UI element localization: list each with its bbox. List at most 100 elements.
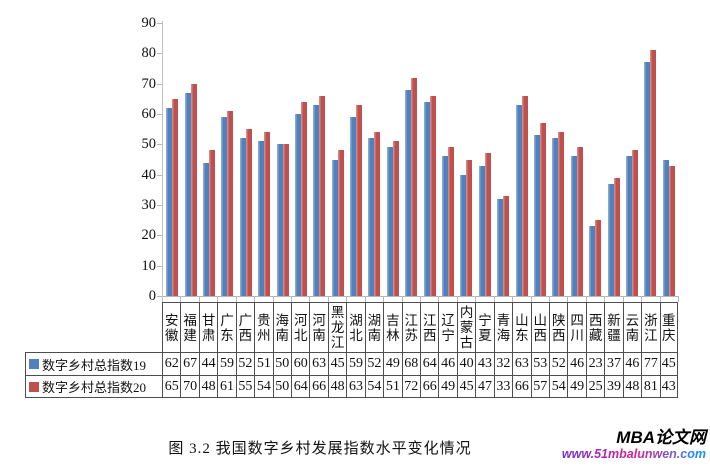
bar-series2-浙江	[650, 50, 657, 296]
category-slot-湖北	[347, 23, 365, 296]
y-axis-label-80: 80	[141, 45, 157, 62]
data-table: 安徽福建甘肃广东广西贵州海南河北河南黑龙江湖北湖南吉林江苏江西辽宁内蒙古宁夏青海…	[25, 302, 678, 398]
value-cell-series1-湖南: 52	[364, 352, 384, 375]
province-header-新疆: 新疆	[604, 302, 623, 352]
watermark: MBA论文网 www.51mbalunwen.com	[562, 428, 706, 462]
value-cell-series1-云南: 46	[622, 352, 642, 375]
province-header-浙江: 浙江	[641, 302, 660, 352]
value-cell-series1-海南: 50	[272, 352, 291, 375]
bar-series2-广西	[245, 129, 252, 296]
province-header-湖南: 湖南	[364, 302, 384, 352]
x-axis-tick	[678, 297, 679, 302]
value-cell-series1-广西: 52	[235, 352, 255, 375]
bar-series2-宁夏	[484, 153, 491, 296]
bar-series2-云南	[631, 150, 638, 296]
value-cell-series2-辽宁: 49	[438, 375, 457, 398]
category-slot-重庆	[660, 23, 678, 296]
plot-area	[163, 23, 678, 296]
value-cell-series1-内蒙古: 40	[456, 352, 476, 375]
bar-series1-云南	[625, 156, 632, 296]
value-cell-series1-宁夏: 43	[475, 352, 494, 375]
bar-series1-西藏	[589, 226, 596, 296]
x-axis-tick	[641, 297, 643, 302]
bar-series1-重庆	[662, 159, 669, 296]
bar-series1-山东	[515, 104, 522, 296]
value-cell-series2-西藏: 25	[585, 375, 605, 398]
y-axis-tick	[157, 174, 162, 176]
bar-series1-广西	[239, 138, 246, 296]
value-cell-series2-浙江: 81	[641, 375, 660, 398]
value-cell-series1-甘肃: 44	[198, 352, 218, 375]
province-header-广西: 广西	[235, 302, 255, 352]
province-header-宁夏: 宁夏	[475, 302, 494, 352]
y-axis-label-70: 70	[141, 75, 157, 92]
x-axis-tick	[659, 297, 661, 302]
category-slot-云南	[623, 23, 641, 296]
value-cell-series2-贵州: 54	[254, 375, 273, 398]
bar-series1-甘肃	[202, 162, 209, 296]
watermark-url-link[interactable]: www.51mbalunwen.com	[561, 447, 706, 461]
y-axis-line	[162, 21, 163, 302]
x-axis-tick	[512, 297, 514, 302]
value-cell-series1-江苏: 68	[401, 352, 420, 375]
value-cell-series2-安徽: 65	[162, 375, 181, 398]
value-cell-series2-云南: 48	[622, 375, 642, 398]
x-axis-line	[162, 296, 679, 297]
bar-series2-湖北	[356, 104, 363, 296]
category-slot-广东	[218, 23, 236, 296]
x-axis-tick	[438, 297, 440, 302]
y-axis-label-0: 0	[148, 288, 156, 304]
x-axis-tick	[198, 297, 200, 302]
bar-series2-吉林	[392, 141, 399, 296]
province-header-江苏: 江苏	[401, 302, 420, 352]
y-axis-tick	[157, 53, 162, 55]
province-header-甘肃: 甘肃	[198, 302, 218, 352]
bar-series1-贵州	[258, 141, 265, 296]
value-cell-series2-陕西: 54	[549, 375, 568, 398]
figure-caption: 图 3.2 我国数字乡村发展指数水平变化情况	[168, 441, 472, 457]
y-axis-tick	[157, 205, 162, 206]
bar-series1-青海	[497, 198, 504, 296]
value-cell-series2-新疆: 39	[604, 375, 623, 398]
province-header-四川: 四川	[567, 302, 586, 352]
value-cell-series1-贵州: 51	[254, 352, 273, 375]
province-header-广东: 广东	[217, 302, 236, 352]
value-cell-series1-重庆: 45	[659, 352, 678, 375]
bar-series1-安徽	[166, 107, 173, 296]
x-axis-tick	[235, 297, 237, 302]
value-cell-series1-湖北: 59	[346, 352, 365, 375]
bar-series2-贵州	[264, 132, 271, 296]
bar-series2-安徽	[172, 98, 179, 296]
category-slot-甘肃	[200, 23, 218, 296]
category-slot-广西	[237, 23, 255, 296]
province-header-西藏: 西藏	[585, 302, 605, 352]
value-cell-series1-河南: 63	[309, 352, 328, 375]
province-header-黑龙江: 黑龙江	[327, 302, 347, 352]
category-slot-山东	[512, 23, 530, 296]
bar-series2-西藏	[595, 220, 602, 296]
bar-series2-河北	[300, 101, 307, 296]
province-header-青海: 青海	[493, 302, 513, 352]
value-cell-series1-吉林: 49	[383, 352, 402, 375]
legend-item-series2: 数字乡村总指数20	[25, 375, 162, 398]
x-axis-tick	[272, 297, 274, 302]
value-cell-series2-江西: 66	[420, 375, 439, 398]
x-axis-tick	[217, 297, 219, 302]
value-cell-series2-重庆: 43	[659, 375, 678, 398]
category-slot-江西	[420, 23, 438, 296]
bar-series2-四川	[576, 147, 583, 296]
value-cell-series2-福建: 70	[180, 375, 199, 398]
bar-series1-宁夏	[478, 165, 485, 296]
category-slot-吉林	[384, 23, 402, 296]
bar-series1-辽宁	[442, 156, 449, 296]
value-cell-series2-青海: 33	[493, 375, 513, 398]
province-header-重庆: 重庆	[659, 302, 678, 352]
x-axis-tick	[291, 297, 292, 302]
province-header-河南: 河南	[309, 302, 328, 352]
x-axis-tick	[383, 297, 385, 302]
y-axis-label-30: 30	[141, 197, 157, 213]
bar-series2-福建	[190, 83, 197, 296]
watermark-brand: MBA论文网	[616, 428, 706, 447]
value-cell-series1-广东: 59	[217, 352, 236, 375]
